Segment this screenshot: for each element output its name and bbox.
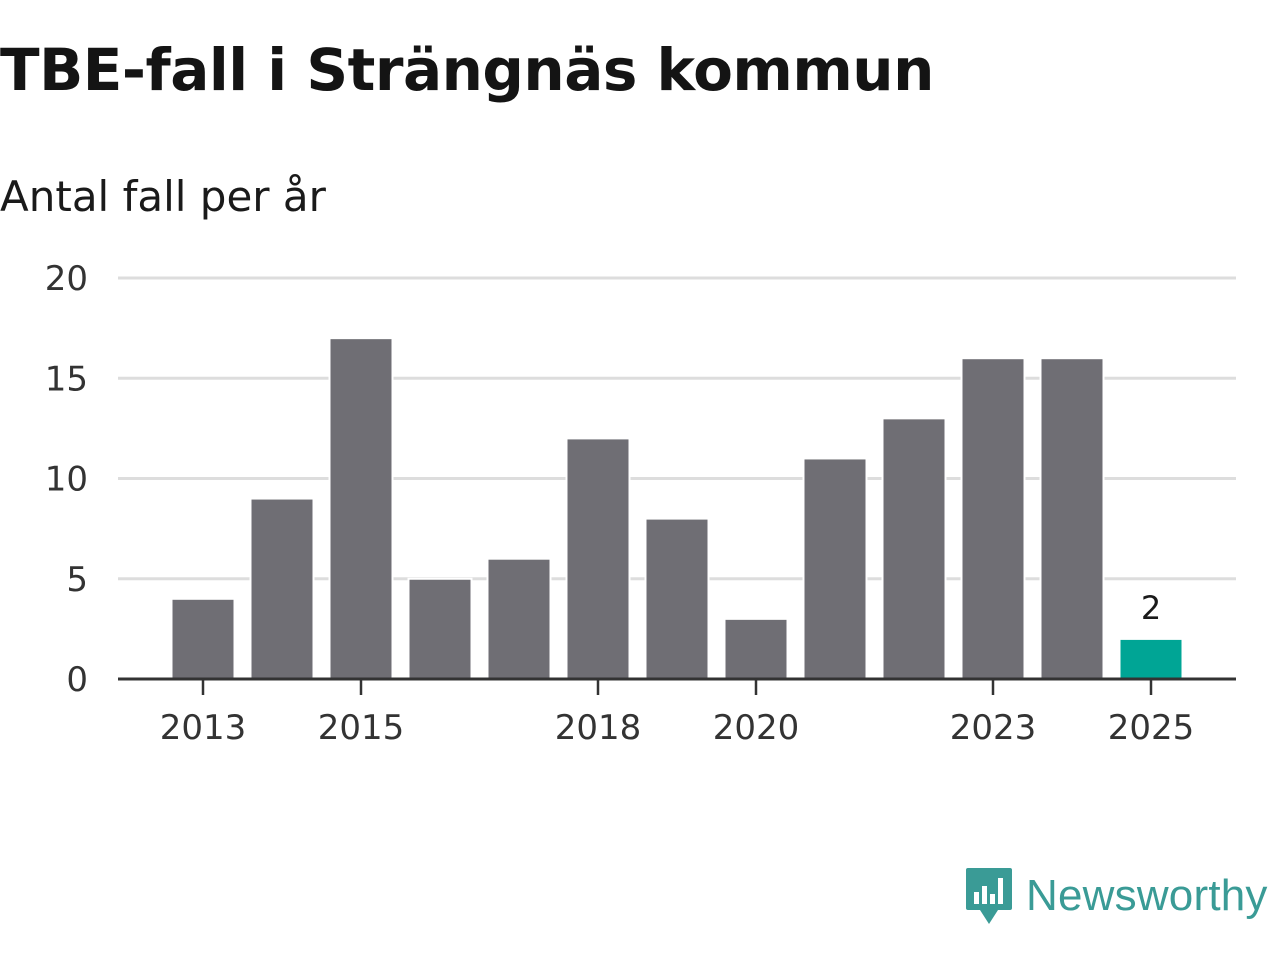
bar-2014 xyxy=(249,497,315,680)
y-tick-label: 20 xyxy=(45,259,88,299)
bar-2019 xyxy=(644,517,710,680)
y-tick-label: 15 xyxy=(45,359,88,399)
bar-2023 xyxy=(960,357,1026,680)
x-tick-label: 2020 xyxy=(713,708,800,748)
bar-2022 xyxy=(881,417,947,680)
bar-2020 xyxy=(723,617,789,680)
y-axis-ticks: 0 5 10 15 20 xyxy=(45,259,88,700)
x-tick-label: 2018 xyxy=(555,708,642,748)
bar-2021 xyxy=(802,457,868,681)
data-label-2025: 2 xyxy=(1141,589,1161,627)
bar-2016 xyxy=(407,577,473,680)
brand: Newsworthy xyxy=(964,864,1268,928)
chart-title: TBE-fall i Strängnäs kommun xyxy=(0,36,934,104)
x-tick-label: 2023 xyxy=(950,708,1037,748)
bar-2017 xyxy=(486,557,552,681)
x-axis-ticks: 2013 2015 2018 2020 2023 2025 xyxy=(160,679,1195,748)
y-tick-label: 10 xyxy=(45,460,88,500)
newsworthy-logo-icon xyxy=(966,868,1012,924)
x-tick-label: 2015 xyxy=(318,708,405,748)
bar-2015 xyxy=(328,337,394,680)
bars xyxy=(170,337,1184,681)
x-tick-label: 2025 xyxy=(1108,708,1195,748)
bar-2018 xyxy=(565,437,631,680)
x-tick-label: 2013 xyxy=(160,708,247,748)
y-tick-label: 5 xyxy=(66,560,88,600)
data-labels: 2 xyxy=(1141,589,1161,627)
bar-chart: 0 5 10 15 20 2013 2015 2018 2020 2023 2025 2 xyxy=(45,259,1236,748)
chart-subtitle: Antal fall per år xyxy=(0,172,326,221)
brand-name: Newsworthy xyxy=(1026,871,1268,920)
bar-2024 xyxy=(1039,357,1105,680)
bar-2025 xyxy=(1118,637,1184,681)
y-tick-label: 0 xyxy=(66,660,88,700)
bar-2013 xyxy=(170,597,236,680)
